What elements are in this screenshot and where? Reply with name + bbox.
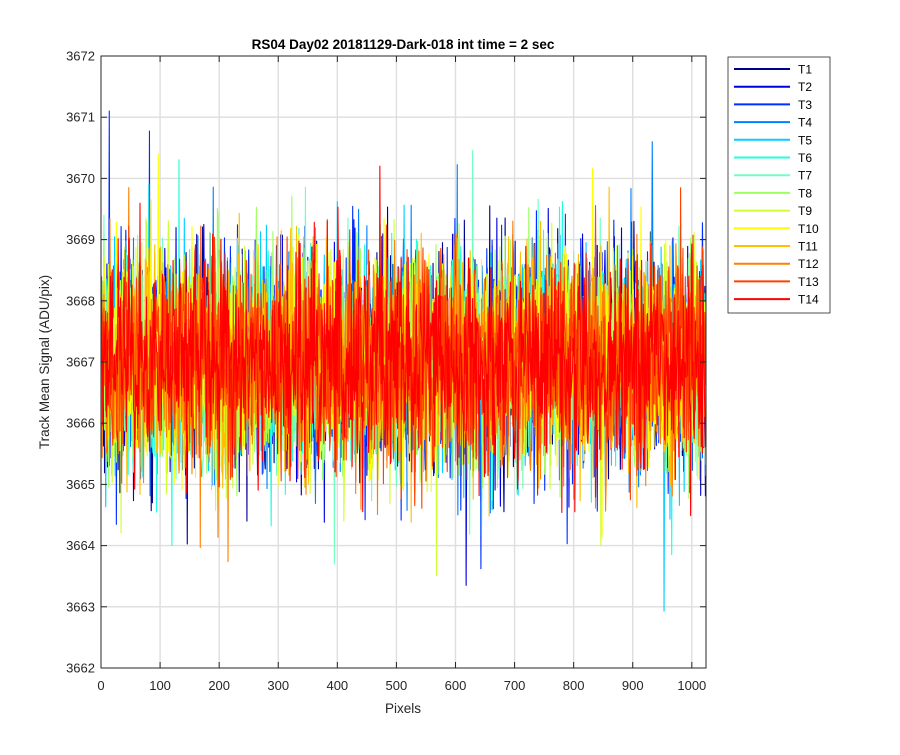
legend-label: T1 bbox=[798, 63, 812, 77]
y-tick-label: 3669 bbox=[66, 232, 95, 247]
legend-entry: T11 bbox=[734, 240, 818, 254]
x-tick-label: 300 bbox=[267, 678, 289, 693]
legend-entry: T12 bbox=[734, 257, 819, 271]
legend-entry: T4 bbox=[734, 116, 812, 130]
legend-label: T10 bbox=[798, 222, 819, 236]
y-tick-label: 3670 bbox=[66, 171, 95, 186]
legend-entry: T5 bbox=[734, 133, 812, 147]
y-tick-label: 3667 bbox=[66, 355, 95, 370]
x-tick-label: 600 bbox=[445, 678, 467, 693]
series-line-t14 bbox=[101, 165, 706, 517]
legend-label: T8 bbox=[798, 186, 812, 200]
legend-entry: T3 bbox=[734, 98, 812, 112]
legend: T1 T2 T3 T4 T5 T6 T7 T8 T9 T10 T11 T12 T13 T14 bbox=[727, 56, 831, 314]
legend-label: T4 bbox=[798, 116, 812, 130]
x-tick-label: 700 bbox=[504, 678, 526, 693]
chart-title: RS04 Day02 20181129-Dark-018 int time = … bbox=[252, 37, 555, 52]
legend-entry: T9 bbox=[734, 204, 812, 218]
x-tick-label: 500 bbox=[386, 678, 408, 693]
legend-label: T14 bbox=[798, 293, 819, 307]
y-tick-label: 3671 bbox=[66, 110, 95, 125]
y-tick-label: 3672 bbox=[66, 49, 95, 64]
x-tick-label: 1000 bbox=[677, 678, 706, 693]
legend-label: T3 bbox=[798, 98, 812, 112]
series-line-t13 bbox=[101, 187, 706, 509]
x-axis-label: Pixels bbox=[385, 701, 421, 716]
legend-entry: T8 bbox=[734, 186, 812, 200]
y-tick-label: 3665 bbox=[66, 477, 95, 492]
x-tick-label: 200 bbox=[208, 678, 230, 693]
legend-entry: T2 bbox=[734, 80, 812, 94]
legend-box bbox=[727, 56, 831, 314]
x-tick-label: 0 bbox=[97, 678, 104, 693]
legend-entry: T1 bbox=[734, 63, 812, 77]
legend-items: T1 T2 T3 T4 T5 T6 T7 T8 T9 T10 T11 T12 T13 T14 bbox=[734, 63, 819, 307]
y-tick-label: 3662 bbox=[66, 661, 95, 676]
series-layer bbox=[101, 110, 706, 612]
legend-entry: T13 bbox=[734, 275, 819, 289]
legend-entry: T7 bbox=[734, 169, 812, 183]
x-tick-label: 900 bbox=[622, 678, 644, 693]
legend-label: T7 bbox=[798, 169, 812, 183]
legend-label: T5 bbox=[798, 133, 812, 147]
y-axis-label: Track Mean Signal (ADU/pix) bbox=[37, 275, 52, 449]
legend-label: T11 bbox=[798, 240, 818, 254]
x-tick-label: 800 bbox=[563, 678, 585, 693]
legend-label: T6 bbox=[798, 151, 812, 165]
legend-label: T12 bbox=[798, 257, 819, 271]
x-tick-labels: 0 100 200 300 400 500 600 700 800 900 1000 bbox=[97, 678, 706, 693]
y-tick-label: 3663 bbox=[66, 599, 95, 614]
y-tick-labels: 3662 3663 3664 3665 3666 3667 3668 3669 3670 3671… bbox=[66, 49, 95, 676]
legend-label: T13 bbox=[798, 275, 819, 289]
y-tick-label: 3666 bbox=[66, 416, 95, 431]
legend-entry: T6 bbox=[734, 151, 812, 165]
y-tick-label: 3664 bbox=[66, 538, 95, 553]
axis-ticks bbox=[100, 55, 706, 669]
legend-label: T9 bbox=[798, 204, 812, 218]
legend-entry: T14 bbox=[734, 293, 819, 307]
legend-label: T2 bbox=[798, 80, 812, 94]
x-tick-label: 400 bbox=[326, 678, 348, 693]
legend-entry: T10 bbox=[734, 222, 819, 236]
y-tick-label: 3668 bbox=[66, 293, 95, 308]
x-tick-label: 100 bbox=[149, 678, 171, 693]
